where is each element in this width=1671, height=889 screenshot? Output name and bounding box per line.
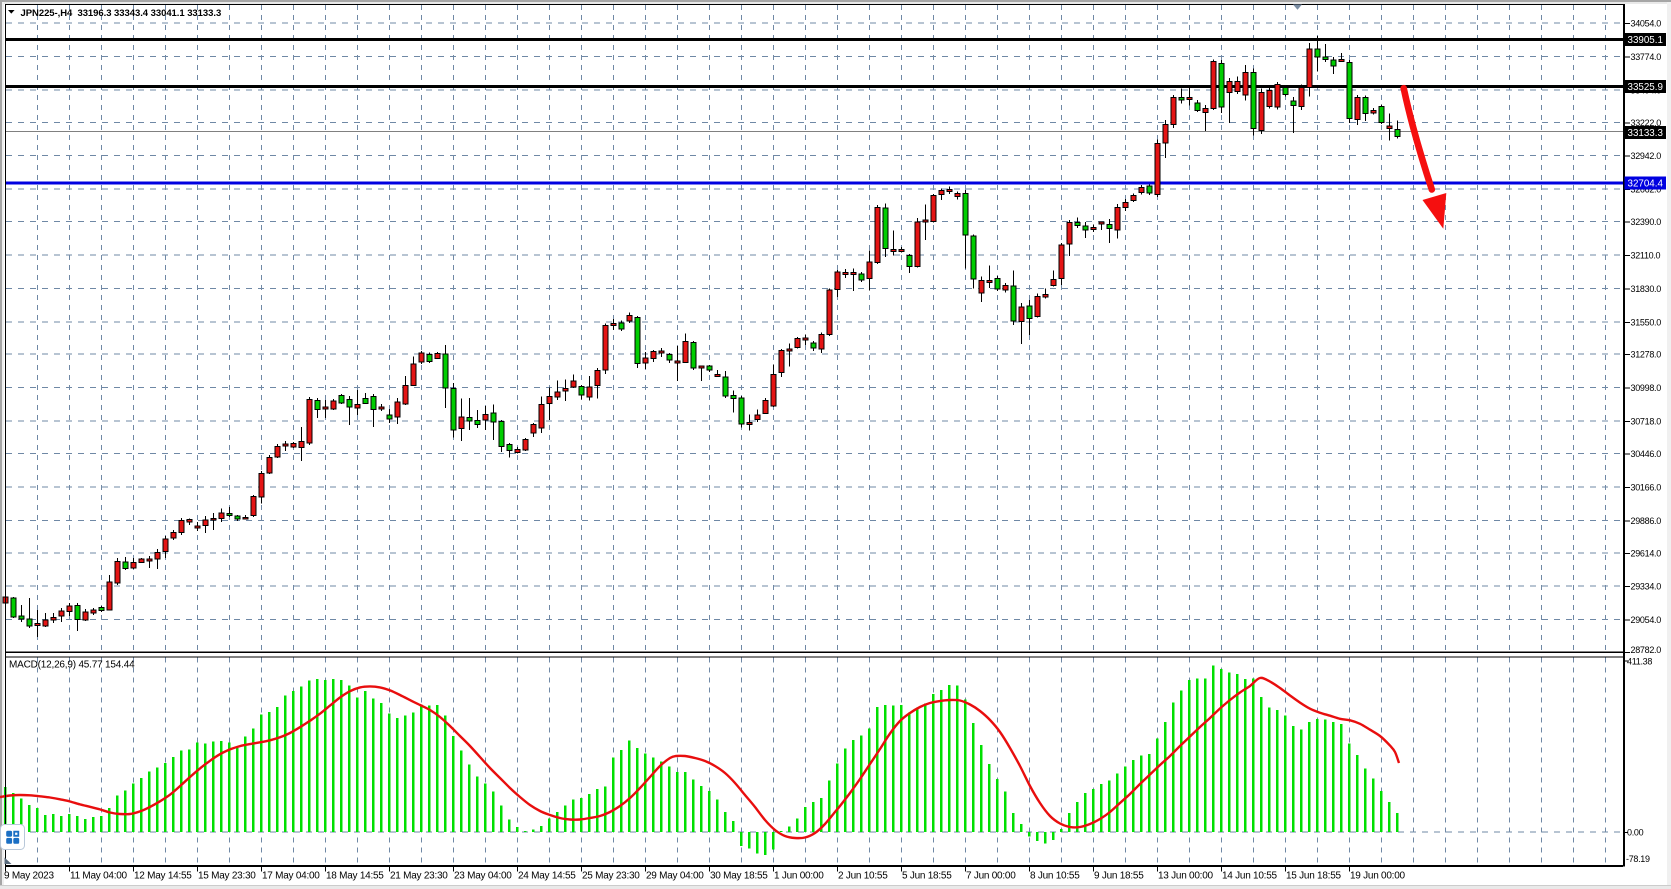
svg-text:11 May 04:00: 11 May 04:00 [70,871,128,882]
svg-text:1 Jun 00:00: 1 Jun 00:00 [774,871,824,882]
svg-text:34054.0: 34054.0 [1631,19,1662,29]
svg-text:33133.3: 33133.3 [1628,128,1664,139]
svg-text:23 May 04:00: 23 May 04:00 [454,871,512,882]
svg-text:30998.0: 30998.0 [1631,383,1662,393]
svg-text:7 Jun 00:00: 7 Jun 00:00 [966,871,1016,882]
svg-text:30166.0: 30166.0 [1631,482,1662,492]
svg-text:9 May 2023: 9 May 2023 [4,871,54,882]
svg-text:18 May 14:55: 18 May 14:55 [326,871,384,882]
svg-text:29334.0: 29334.0 [1631,582,1662,592]
svg-text:8 Jun 10:55: 8 Jun 10:55 [1030,871,1080,882]
svg-text:31830.0: 31830.0 [1631,284,1662,294]
svg-text:29 May 04:00: 29 May 04:00 [646,871,704,882]
svg-text:32662.0: 32662.0 [1631,185,1662,195]
svg-text:33222.0: 33222.0 [1631,118,1662,128]
svg-text:24 May 14:55: 24 May 14:55 [518,871,576,882]
svg-text:29886.0: 29886.0 [1631,516,1662,526]
svg-text:14 Jun 10:55: 14 Jun 10:55 [1222,871,1278,882]
svg-text:28782.0: 28782.0 [1631,645,1662,655]
svg-text:19 Jun 00:00: 19 Jun 00:00 [1350,871,1406,882]
svg-text:32390.0: 32390.0 [1631,217,1662,227]
svg-text:411.38: 411.38 [1627,657,1652,667]
svg-text:32704.4: 32704.4 [1628,179,1664,190]
svg-text:JPN225-,H4 33196.3 33343.4 33: JPN225-,H4 33196.3 33343.4 33041.1 33133… [21,8,222,19]
svg-text:31278.0: 31278.0 [1631,350,1662,360]
svg-text:33525.9: 33525.9 [1628,82,1663,93]
svg-text:MACD(12,26,9) 45.77 154.44: MACD(12,26,9) 45.77 154.44 [9,660,135,671]
svg-text:30 May 18:55: 30 May 18:55 [710,871,768,882]
svg-text:29614.0: 29614.0 [1631,548,1662,558]
svg-text:21 May 23:30: 21 May 23:30 [390,871,448,882]
svg-text:31550.0: 31550.0 [1631,317,1662,327]
svg-text:29054.0: 29054.0 [1631,615,1662,625]
svg-text:15 Jun 18:55: 15 Jun 18:55 [1286,871,1342,882]
svg-text:0.00: 0.00 [1627,828,1644,838]
svg-text:33905.1: 33905.1 [1628,35,1663,46]
svg-text:13 Jun 00:00: 13 Jun 00:00 [1158,871,1214,882]
svg-text:33774.0: 33774.0 [1631,52,1662,62]
svg-text:15 May 23:30: 15 May 23:30 [198,871,256,882]
svg-text:2 Jun 10:55: 2 Jun 10:55 [838,871,888,882]
svg-text:-78.19: -78.19 [1626,854,1650,864]
svg-text:32942.0: 32942.0 [1631,151,1662,161]
svg-text:5 Jun 18:55: 5 Jun 18:55 [902,871,952,882]
svg-text:25 May 23:30: 25 May 23:30 [582,871,640,882]
svg-text:12 May 14:55: 12 May 14:55 [134,871,192,882]
svg-text:32110.0: 32110.0 [1631,251,1661,261]
svg-text:30718.0: 30718.0 [1631,417,1662,427]
svg-text:9 Jun 18:55: 9 Jun 18:55 [1094,871,1144,882]
svg-text:17 May 04:00: 17 May 04:00 [262,871,320,882]
svg-text:30446.0: 30446.0 [1631,449,1662,459]
